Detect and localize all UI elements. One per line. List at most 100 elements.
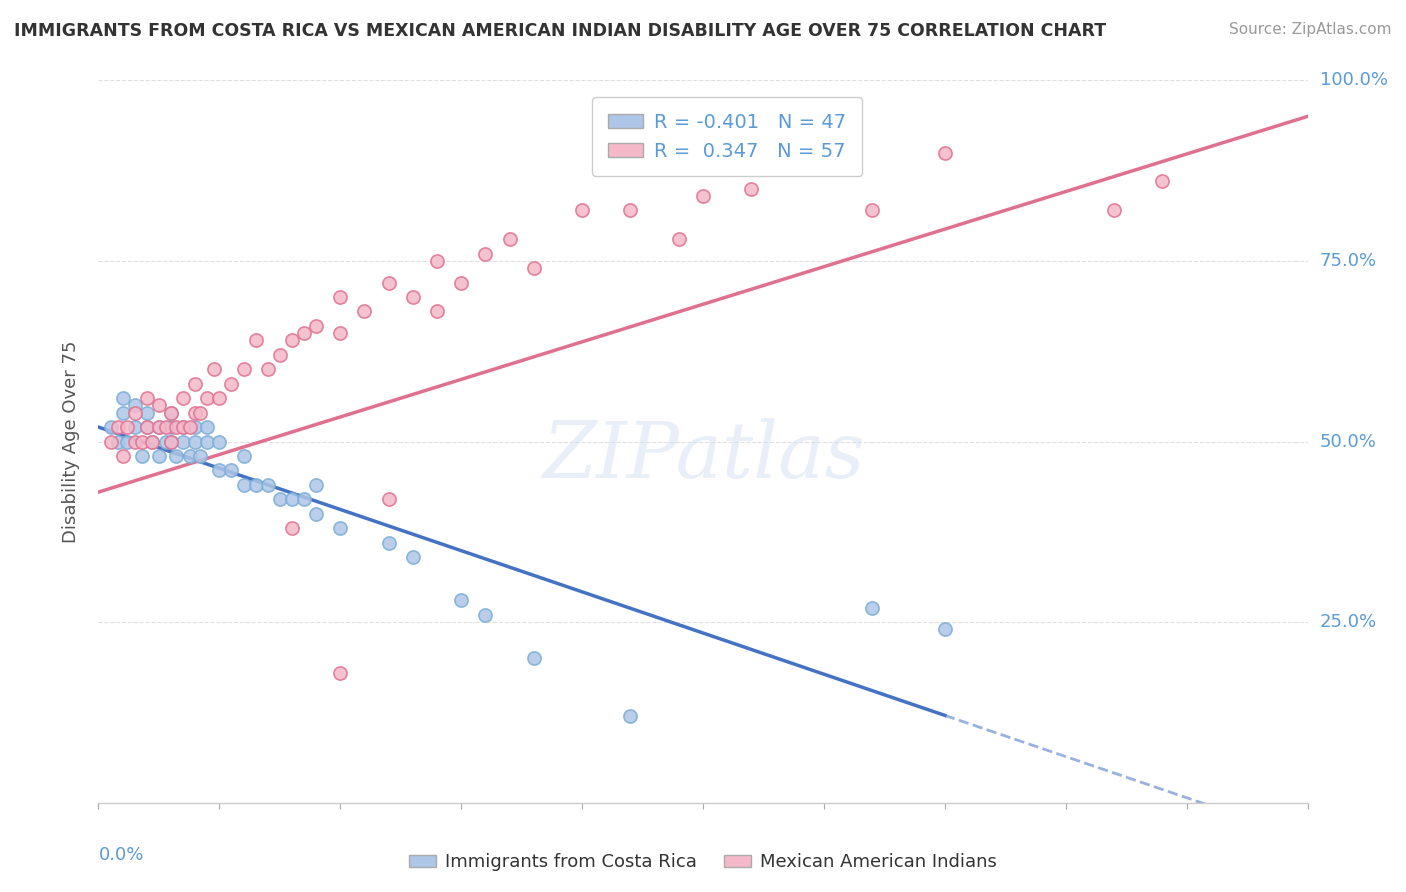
Point (245, 334, 267, 348)
Text: ZIPatlas: ZIPatlas (541, 417, 865, 494)
Point (305, 507, 328, 521)
Point (281, 492, 304, 507)
Point (131, 449, 153, 463)
Point (100, 434, 122, 449)
Point (692, 189, 714, 203)
Point (208, 434, 231, 449)
Point (184, 406, 207, 420)
Point (184, 376, 207, 391)
Point (124, 406, 146, 420)
Point (111, 391, 134, 405)
Point (353, 304, 375, 318)
Point (208, 391, 231, 405)
Point (131, 434, 153, 449)
Text: 0.0%: 0.0% (98, 847, 143, 864)
Point (269, 348, 291, 362)
Point (107, 420, 129, 434)
Point (292, 326, 315, 340)
Point (860, 600, 883, 615)
Point (160, 434, 183, 449)
Point (221, 376, 243, 391)
Point (426, 304, 449, 318)
Point (188, 406, 211, 420)
Point (124, 434, 146, 449)
Point (195, 391, 218, 405)
Point (195, 420, 218, 434)
Point (934, 623, 956, 637)
Point (377, 276, 399, 290)
Point (402, 290, 425, 304)
Point (179, 449, 201, 463)
Point (107, 434, 129, 449)
Point (256, 362, 278, 376)
Point (148, 420, 170, 434)
Point (668, 232, 690, 246)
Point (155, 434, 177, 449)
Point (450, 593, 472, 607)
Point (281, 334, 304, 348)
Text: Source: ZipAtlas.com: Source: ZipAtlas.com (1229, 22, 1392, 37)
Text: 50.0%: 50.0% (1320, 433, 1376, 450)
Point (148, 398, 170, 412)
Text: 75.0%: 75.0% (1320, 252, 1376, 270)
Point (124, 420, 146, 434)
Point (450, 276, 472, 290)
Point (1102, 203, 1125, 218)
Point (523, 651, 546, 665)
Point (172, 434, 194, 449)
Point (305, 478, 328, 492)
Point (117, 420, 139, 434)
Point (172, 420, 194, 434)
Point (232, 478, 254, 492)
Point (232, 362, 254, 376)
Point (232, 449, 254, 463)
Point (740, 182, 762, 196)
Point (329, 521, 352, 535)
Text: IMMIGRANTS FROM COSTA RICA VS MEXICAN AMERICAN INDIAN DISABILITY AGE OVER 75 COR: IMMIGRANTS FROM COSTA RICA VS MEXICAN AM… (14, 22, 1107, 40)
Point (148, 449, 170, 463)
Point (860, 203, 883, 218)
Point (165, 420, 187, 434)
Legend: Immigrants from Costa Rica, Mexican American Indians: Immigrants from Costa Rica, Mexican Amer… (402, 847, 1004, 879)
Point (377, 492, 399, 507)
Text: 25.0%: 25.0% (1320, 613, 1376, 632)
Point (619, 203, 641, 218)
Point (135, 391, 157, 405)
Point (165, 449, 187, 463)
Point (117, 434, 139, 449)
Point (172, 420, 194, 434)
Point (329, 326, 352, 340)
Point (124, 398, 146, 412)
Point (135, 406, 157, 420)
Point (100, 420, 122, 434)
Point (402, 550, 425, 565)
Point (160, 420, 183, 434)
Point (135, 420, 157, 434)
Point (160, 406, 183, 420)
Point (135, 420, 157, 434)
Point (329, 665, 352, 680)
Point (141, 434, 163, 449)
Point (195, 434, 218, 449)
Point (281, 521, 304, 535)
Point (619, 709, 641, 723)
Point (141, 434, 163, 449)
Point (204, 362, 226, 376)
Point (426, 253, 449, 268)
Point (269, 492, 291, 507)
Point (184, 434, 207, 449)
Point (148, 420, 170, 434)
Point (474, 607, 496, 622)
Point (377, 535, 399, 549)
Point (292, 492, 315, 507)
Point (172, 391, 194, 405)
Point (305, 318, 328, 333)
Point (813, 160, 835, 174)
Point (474, 246, 496, 260)
Point (329, 290, 352, 304)
Point (245, 478, 267, 492)
Point (160, 406, 183, 420)
Point (111, 449, 134, 463)
Point (184, 420, 207, 434)
Point (208, 463, 231, 477)
